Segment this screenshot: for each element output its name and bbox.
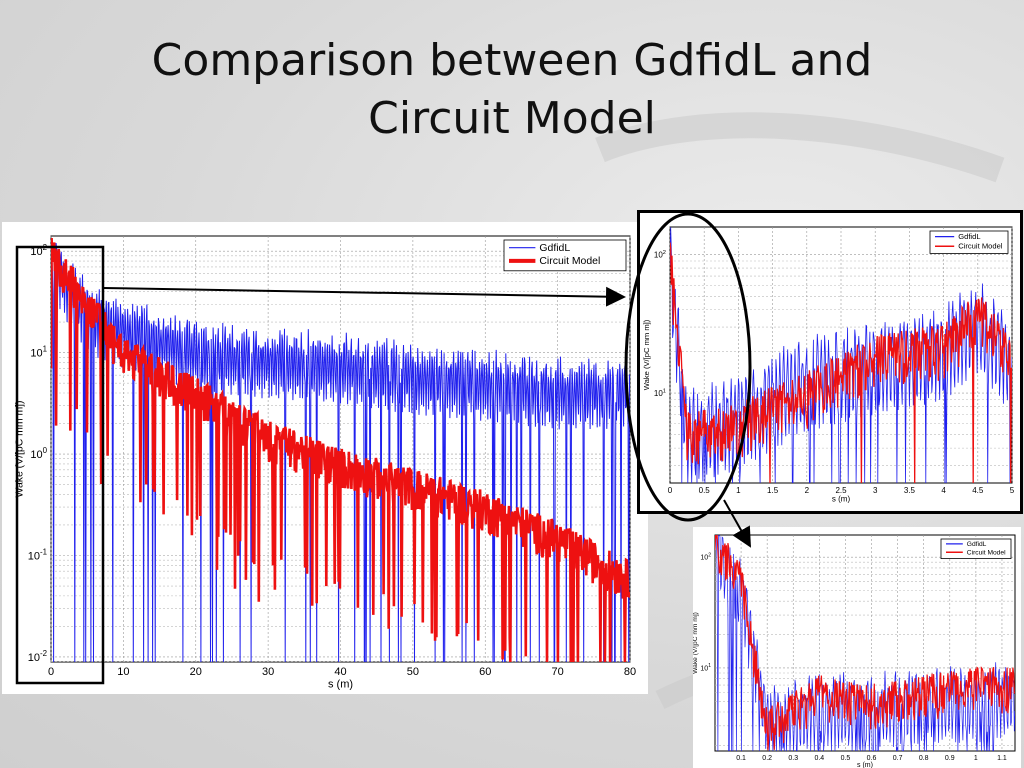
series-line-circuit-model — [51, 237, 630, 662]
y-tick-exponent: 1 — [43, 345, 48, 354]
x-tick-label: 1.1 — [997, 755, 1007, 762]
x-tick-label: 40 — [334, 666, 346, 678]
x-tick-label: 0.6 — [867, 755, 877, 762]
x-tick-label: 4.5 — [972, 486, 984, 495]
x-axis-label: s (m) — [328, 678, 353, 690]
y-tick-label: 100 — [30, 446, 47, 461]
x-tick-label: 80 — [624, 666, 636, 678]
y-tick-label: 10-2 — [28, 649, 47, 664]
y-axis-label: Wake (V/[pC mm m]) — [693, 612, 699, 674]
title-line-2: Circuit Model — [368, 93, 656, 144]
x-tick-label: 70 — [552, 666, 564, 678]
y-tick-exponent: 2 — [708, 552, 711, 558]
x-tick-label: 50 — [407, 666, 419, 678]
x-tick-label: 2 — [805, 486, 810, 495]
x-axis-label: s (m) — [832, 494, 851, 503]
legend-label: Circuit Model — [539, 256, 600, 267]
zoom-plot-1-panel: 0 0.5 1 1.5 2 2.5 3 3.5 4 4.5 5 102 101 s (m) Wake (V/… — [637, 210, 1023, 514]
y-tick-label: 102 — [30, 243, 47, 258]
x-tick-label: 0 — [668, 486, 673, 495]
y-tick-exponent: 0 — [43, 446, 48, 455]
title-line-1: Comparison between GdfidL and — [151, 35, 873, 86]
y-tick-exponent: 1 — [663, 388, 666, 394]
legend-label: Circuit Model — [967, 549, 1006, 556]
slide-title: Comparison between GdfidL and Circuit Mo… — [0, 32, 1024, 148]
x-tick-label: 3.5 — [904, 486, 916, 495]
y-tick-label: 10-1 — [28, 547, 48, 562]
x-tick-label: 4 — [941, 486, 946, 495]
x-tick-label: 0.3 — [788, 755, 798, 762]
x-tick-label: 0 — [48, 666, 54, 678]
x-tick-label: 30 — [262, 666, 274, 678]
x-tick-label: 0.7 — [893, 755, 903, 762]
x-axis-label: s (m) — [857, 762, 873, 768]
legend-box — [503, 239, 627, 272]
x-tick-label: 1.5 — [767, 486, 779, 495]
x-tick-label: 10 — [117, 666, 129, 678]
legend-label: GdfidL — [539, 243, 570, 254]
x-tick-label: 0.2 — [762, 755, 772, 762]
legend-label: Circuit Model — [958, 242, 1003, 251]
series-line-gdfidl — [51, 242, 630, 662]
x-tick-label: 60 — [479, 666, 491, 678]
y-axis-label: Wake (V/[pC mm m]) — [14, 400, 25, 497]
x-tick-label: 20 — [190, 666, 202, 678]
y-tick-label: 101 — [654, 388, 666, 398]
y-tick-label: 101 — [700, 663, 711, 672]
y-tick-label: 102 — [700, 552, 711, 561]
y-tick-label: 101 — [30, 345, 47, 360]
zoom-plot-2-panel: 0.1 0.2 0.3 0.4 0.5 0.6 0.7 0.8 0.9 1 1.1 102 101 s (… — [693, 527, 1021, 768]
zoom-plot-2: 0.1 0.2 0.3 0.4 0.5 0.6 0.7 0.8 0.9 1 1.1 102 101 s (… — [693, 534, 1016, 768]
y-axis-label: Wake (V/[pC mm m]) — [642, 319, 651, 390]
y-tick-exponent: -2 — [40, 649, 47, 658]
series-line-gdfidl — [715, 535, 1015, 751]
x-tick-label: 3 — [873, 486, 878, 495]
series-group — [51, 237, 630, 662]
series-line-circuit-model — [715, 535, 1015, 751]
x-tick-label: 5 — [1010, 486, 1015, 495]
y-tick-exponent: 2 — [43, 243, 47, 252]
x-tick-label: 0.8 — [919, 755, 929, 762]
y-tick-exponent: -1 — [40, 547, 48, 556]
x-tick-label: 1 — [736, 486, 741, 495]
legend-label: GdfidL — [967, 541, 987, 548]
y-tick-exponent: 1 — [708, 663, 711, 669]
x-tick-label: 1 — [974, 755, 978, 762]
zoom-plot-1: 0 0.5 1 1.5 2 2.5 3 3.5 4 4.5 5 102 101 s (m) Wake (V/… — [642, 226, 1015, 503]
x-tick-label: 0.1 — [736, 755, 746, 762]
x-tick-label: 2.5 — [835, 486, 847, 495]
series-group — [715, 535, 1015, 751]
legend-label: GdfidL — [958, 232, 980, 241]
y-tick-label: 102 — [654, 250, 666, 260]
x-tick-label: 0.5 — [699, 486, 711, 495]
x-tick-label: 0.5 — [841, 755, 851, 762]
x-tick-label: 0.9 — [945, 755, 955, 762]
y-tick-exponent: 2 — [663, 250, 666, 256]
x-tick-label: 0.4 — [814, 755, 824, 762]
main-plot-panel: 0 10 20 30 40 50 60 70 80 102 101 100 10-1 10-2 s (m) W… — [2, 222, 648, 694]
